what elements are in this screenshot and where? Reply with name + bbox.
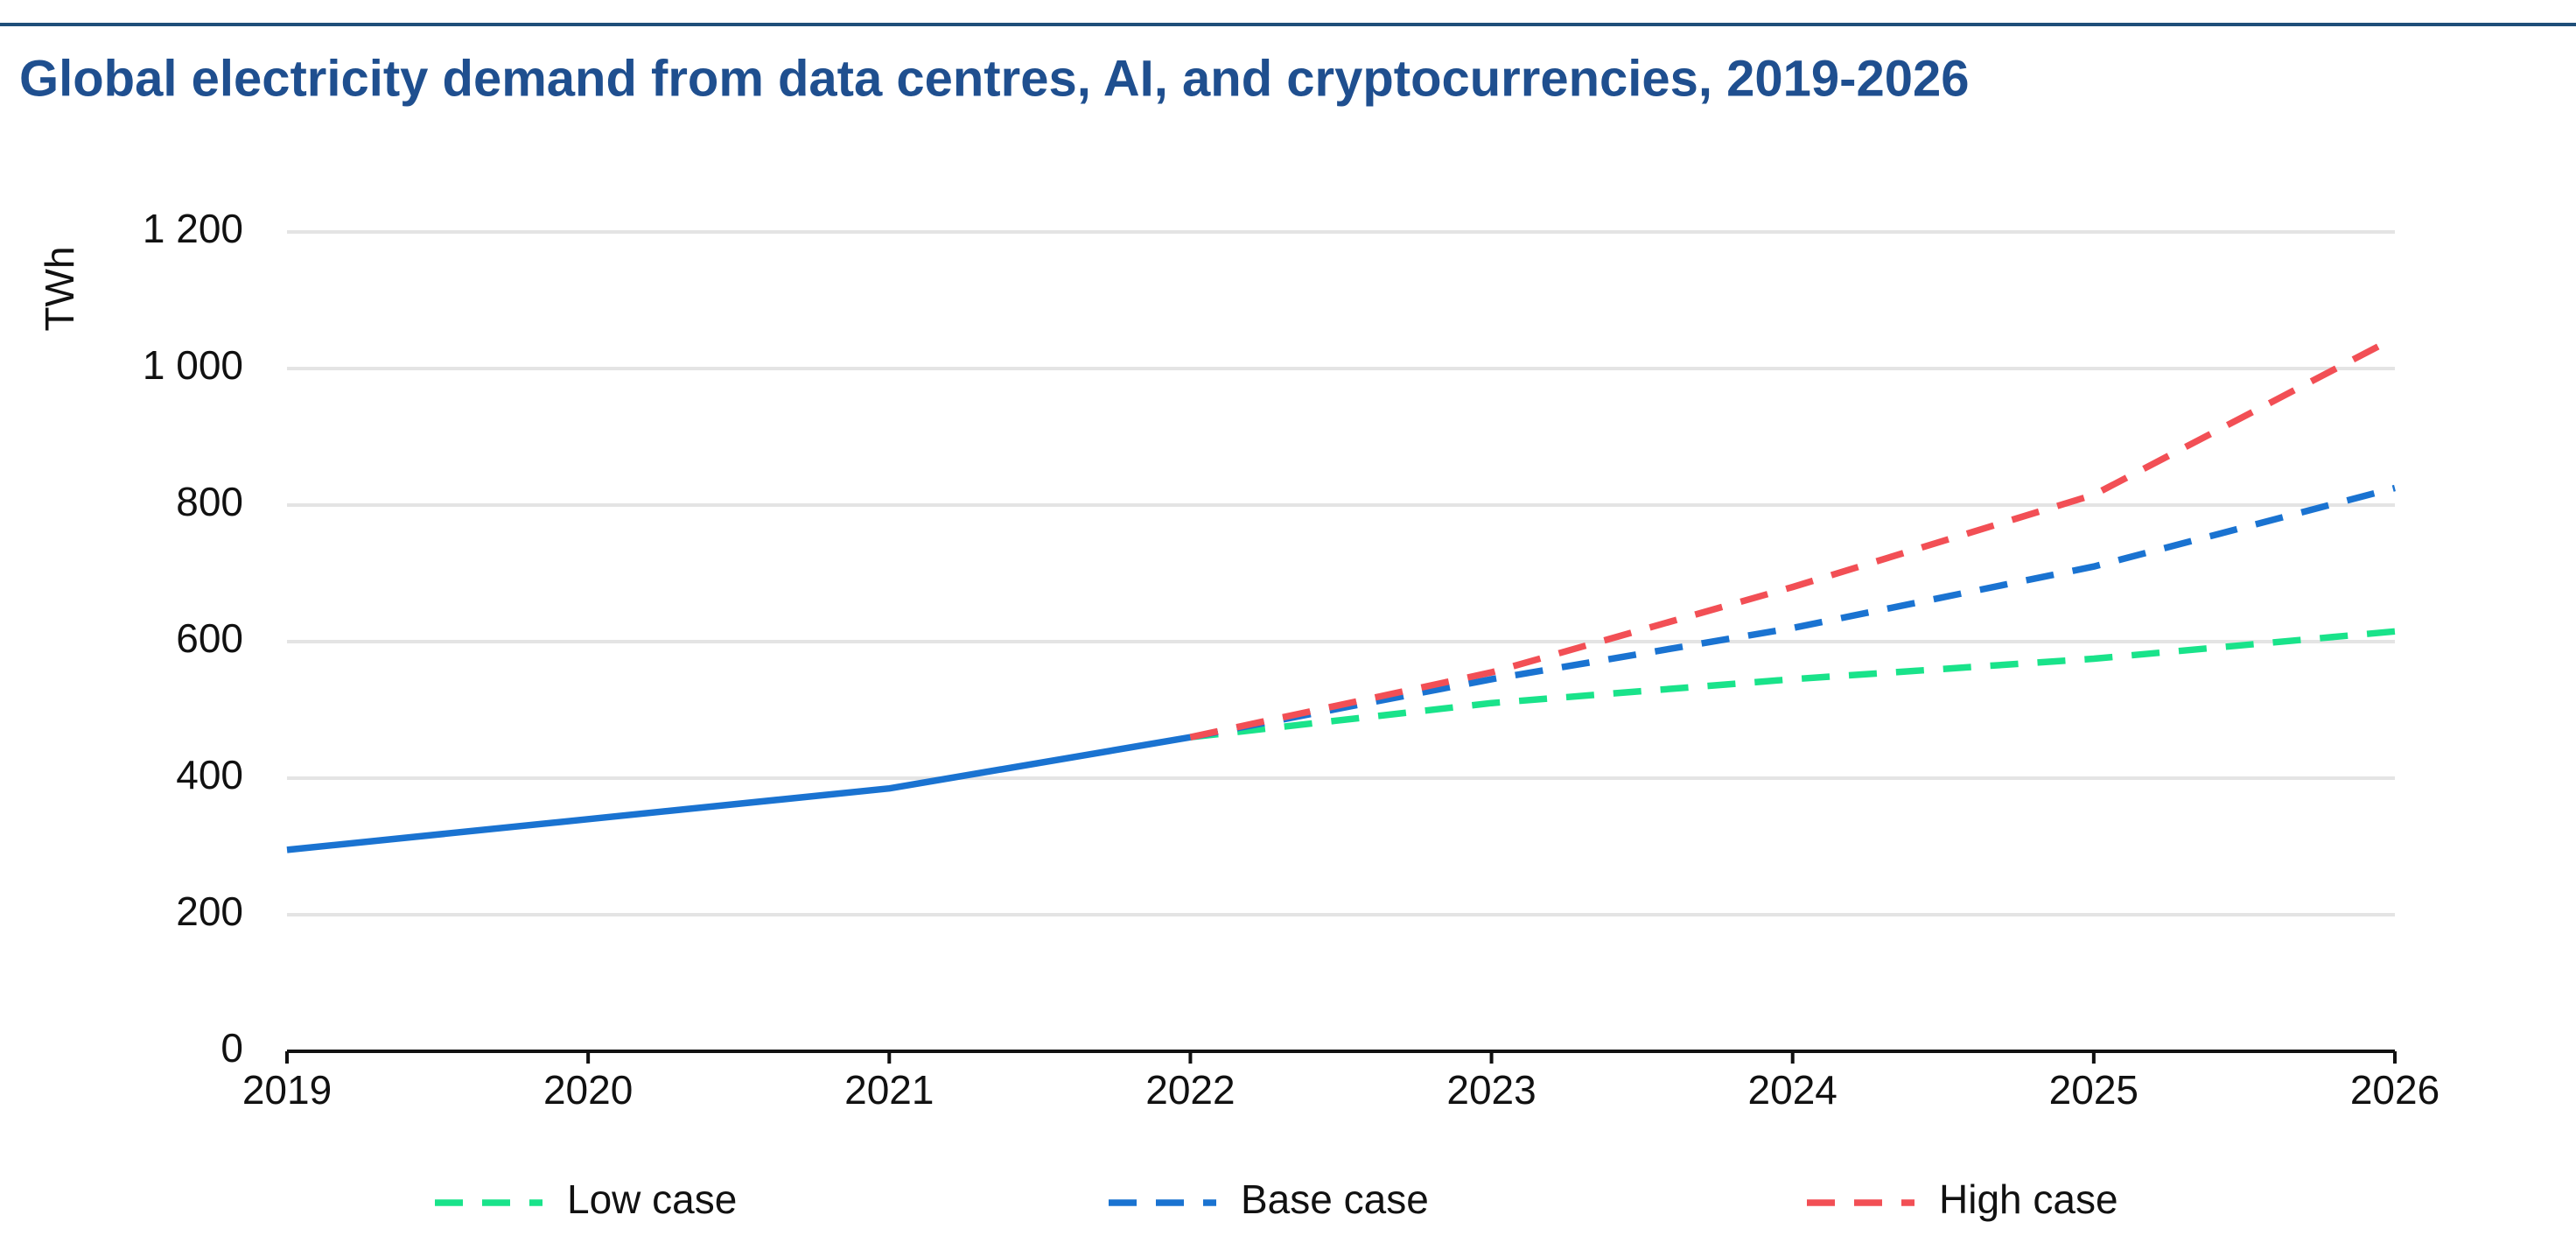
- chart-title: Global electricity demand from data cent…: [19, 50, 1970, 107]
- x-tick-label: 2022: [1145, 1067, 1235, 1113]
- series-line: [1190, 628, 2396, 741]
- y-tick-label: 400: [176, 752, 243, 797]
- series-line: [1189, 484, 2396, 741]
- y-tick-label: 800: [176, 479, 243, 524]
- x-tick-label: 2020: [543, 1067, 633, 1113]
- y-tick-label: 0: [220, 1025, 243, 1071]
- x-tick-label: 2025: [2049, 1067, 2138, 1113]
- x-tick-label: 2021: [844, 1067, 934, 1113]
- y-tick-label: 200: [176, 888, 243, 934]
- legend-label: Low case: [567, 1176, 737, 1222]
- x-tick-label: 2023: [1446, 1067, 1536, 1113]
- x-tick-label: 2024: [1748, 1067, 1838, 1113]
- y-tick-label: 600: [176, 615, 243, 661]
- legend-label: Base case: [1241, 1176, 1429, 1222]
- y-axis-label: TWh: [37, 246, 82, 331]
- series-line: [286, 734, 1192, 853]
- y-tick-label: 1 000: [143, 342, 243, 388]
- y-tick-label: 1 200: [143, 206, 243, 251]
- x-tick-label: 2026: [2350, 1067, 2440, 1113]
- legend-label: High case: [1939, 1176, 2118, 1222]
- series-line: [1189, 334, 2397, 741]
- x-tick-label: 2019: [242, 1067, 332, 1113]
